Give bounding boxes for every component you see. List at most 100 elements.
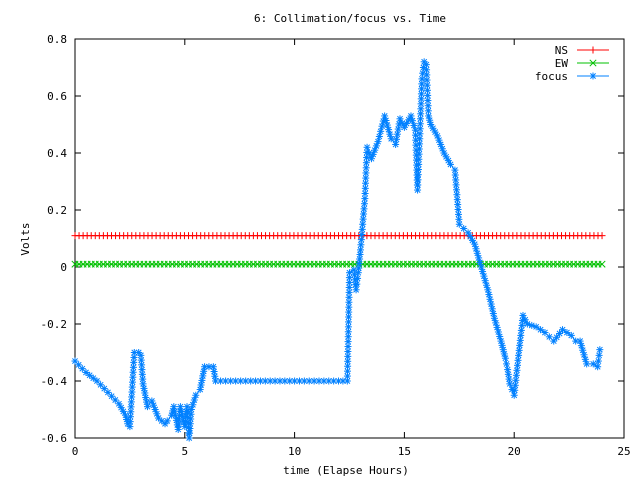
x-tick-label: 15 — [398, 445, 411, 458]
data-point — [360, 205, 368, 213]
data-point — [415, 160, 423, 168]
x-tick-label: 5 — [181, 445, 188, 458]
data-point — [581, 355, 589, 363]
data-point — [517, 331, 525, 339]
data-point — [281, 377, 289, 385]
y-tick-label: -0.6 — [41, 432, 68, 445]
data-point — [506, 380, 514, 388]
data-point — [374, 138, 382, 146]
data-point — [359, 215, 367, 223]
x-tick-label: 0 — [72, 445, 79, 458]
x-axis-label: time (Elapse Hours) — [283, 464, 409, 477]
data-point — [407, 112, 415, 120]
data-point — [424, 107, 432, 115]
data-point — [510, 391, 518, 399]
data-point — [455, 220, 463, 228]
data-point — [386, 130, 394, 138]
data-point — [143, 398, 151, 406]
data-point — [190, 396, 198, 404]
data-point — [170, 403, 178, 411]
data-point — [452, 181, 460, 189]
data-point — [127, 408, 135, 416]
data-point — [486, 295, 494, 303]
data-point — [447, 160, 455, 168]
y-tick-label: 0.2 — [47, 204, 67, 217]
data-point — [500, 350, 508, 358]
data-point — [594, 357, 602, 365]
data-point — [537, 326, 545, 334]
data-point — [490, 314, 498, 322]
data-point — [572, 337, 580, 345]
data-point — [471, 240, 479, 248]
data-point — [422, 61, 430, 69]
data-point — [515, 346, 523, 354]
data-point — [410, 121, 418, 129]
data-point — [197, 381, 205, 389]
data-point — [460, 225, 468, 233]
data-point — [580, 351, 588, 359]
data-point — [128, 383, 136, 391]
data-point — [286, 377, 294, 385]
data-point — [494, 328, 502, 336]
data-point — [512, 376, 520, 384]
data-point — [354, 274, 362, 282]
data-point — [360, 210, 368, 218]
data-point — [455, 210, 463, 218]
data-point — [344, 347, 352, 355]
data-point — [515, 351, 523, 359]
data-point — [559, 326, 567, 334]
data-point — [514, 356, 522, 364]
legend-marker-ns — [589, 46, 597, 54]
data-point — [488, 305, 496, 313]
data-point — [381, 112, 389, 120]
data-point — [192, 391, 200, 399]
data-point — [477, 263, 485, 271]
data-point — [545, 333, 553, 341]
data-point — [362, 159, 370, 167]
y-tick-label: -0.4 — [41, 375, 68, 388]
data-point — [579, 346, 587, 354]
data-point — [541, 329, 549, 337]
data-point — [198, 376, 206, 384]
data-point — [387, 135, 395, 143]
data-point — [344, 352, 352, 360]
data-point — [485, 291, 493, 299]
data-point — [484, 286, 492, 294]
y-axis-label: Volts — [19, 222, 32, 255]
data-point — [187, 410, 195, 418]
data-point — [504, 366, 512, 374]
data-point — [247, 377, 255, 385]
data-point — [394, 125, 402, 133]
axis-ticks: 0 5 10 15 20 25 -0.6 -0.4 -0.2 0 0.2 0.4 0.6 0.8 — [41, 33, 631, 458]
data-point — [252, 377, 260, 385]
data-point — [119, 407, 127, 415]
data-point — [392, 135, 400, 143]
y-tick-label: -0.2 — [41, 318, 68, 331]
data-point — [126, 418, 134, 426]
legend-marker-focus — [589, 72, 597, 80]
data-point — [492, 319, 500, 327]
data-point — [211, 372, 219, 380]
data-point — [424, 91, 432, 99]
data-point — [598, 232, 606, 240]
data-point — [140, 384, 148, 392]
data-point — [481, 277, 489, 285]
data-point — [163, 417, 171, 425]
data-point — [473, 249, 481, 257]
data-point — [553, 333, 561, 341]
data-point — [577, 342, 585, 350]
data-point — [345, 318, 353, 326]
data-point — [487, 300, 495, 308]
data-point — [199, 372, 207, 380]
data-point — [516, 336, 524, 344]
data-point — [143, 403, 151, 411]
data-point — [550, 337, 558, 345]
data-point — [498, 341, 506, 349]
y-tick-label: 0.6 — [47, 90, 67, 103]
data-point — [501, 354, 509, 362]
data-point — [315, 377, 323, 385]
data-point — [493, 323, 501, 331]
y-tick-label: 0.8 — [47, 33, 67, 46]
data-point — [209, 363, 217, 371]
data-point — [393, 130, 401, 138]
